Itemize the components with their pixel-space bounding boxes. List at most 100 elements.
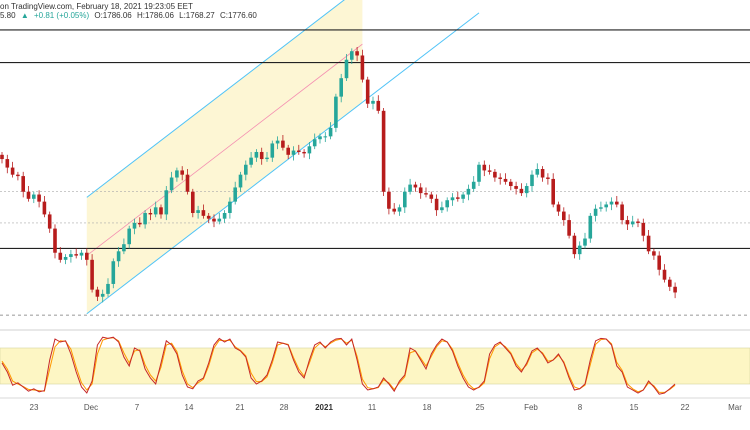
candle-body — [159, 207, 163, 215]
candle-body — [69, 254, 73, 257]
ohlc-prefix: 5.80 — [0, 11, 16, 20]
candle-body — [217, 218, 222, 222]
candle-body — [424, 193, 428, 195]
candles — [0, 46, 677, 303]
candle-body — [42, 201, 47, 215]
candle-body — [657, 255, 661, 270]
candle-body — [604, 204, 608, 208]
candle-body — [244, 164, 248, 175]
low-value: L:1768.27 — [179, 11, 215, 20]
candle-body — [74, 254, 78, 256]
candle-body — [0, 154, 4, 160]
candle-body — [583, 238, 587, 246]
candle-body — [5, 159, 10, 168]
candle-body — [249, 157, 253, 165]
change-value: +0.81 (+0.05%) — [33, 11, 90, 20]
candle-body — [344, 59, 349, 79]
candle-body — [487, 170, 492, 172]
candle-body — [32, 194, 36, 199]
candle-body — [588, 215, 593, 239]
candle-body — [185, 174, 190, 192]
candle-body — [254, 151, 259, 158]
candle-body — [201, 210, 206, 216]
candle-body — [641, 222, 646, 236]
candle-body — [408, 184, 412, 192]
candle-body — [259, 151, 264, 160]
candle-body — [222, 212, 227, 219]
candle-body — [175, 170, 179, 178]
candle-body — [138, 222, 142, 225]
time-tick-label: 15 — [630, 403, 639, 412]
candle-body — [630, 221, 635, 225]
candle-body — [668, 279, 672, 287]
candle-body — [593, 208, 598, 216]
candle-body — [95, 289, 100, 297]
oscillator-k-line — [1, 336, 676, 395]
candle-body — [371, 100, 375, 104]
candle-body — [556, 204, 561, 212]
candle-body — [238, 174, 243, 188]
candle-body — [546, 177, 550, 179]
candle-body — [646, 235, 651, 252]
candle-body — [53, 228, 57, 253]
candle-body — [609, 201, 614, 205]
candle-body — [334, 96, 338, 128]
candle-body — [265, 157, 269, 160]
candle-body — [397, 207, 402, 212]
candle-body — [47, 214, 52, 229]
candle-body — [477, 164, 481, 182]
candle-body — [524, 186, 529, 194]
candle-body — [307, 146, 312, 154]
candle-body — [106, 283, 110, 294]
time-tick-label: Dec — [84, 403, 98, 412]
candle-body — [275, 140, 280, 144]
candle-body — [461, 194, 465, 199]
candle-body — [509, 181, 513, 187]
candle-body — [233, 187, 237, 202]
candle-body — [482, 164, 487, 171]
candle-body — [418, 187, 423, 194]
price-channel — [86, 0, 480, 315]
candle-body — [153, 207, 158, 215]
channel-upper-line — [86, 0, 345, 198]
chart-header: on TradingView.com, February 18, 2021 19… — [0, 0, 750, 20]
horizontal-levels — [0, 29, 750, 316]
candle-body — [620, 204, 624, 221]
candle-body — [652, 251, 656, 256]
close-value: C:1776.60 — [219, 11, 257, 20]
candle-body — [196, 210, 200, 213]
candle-body — [514, 186, 518, 189]
candle-body — [328, 127, 333, 137]
candle-body — [281, 140, 285, 148]
candle-body — [318, 136, 322, 140]
candle-body — [16, 174, 20, 177]
candle-body — [615, 201, 619, 205]
candle-body — [530, 174, 534, 187]
up-triangle-icon: ▲ — [20, 11, 29, 20]
candle-body — [381, 110, 386, 192]
candle-body — [429, 194, 434, 199]
candle-body — [116, 251, 121, 262]
candle-body — [562, 211, 566, 221]
candle-body — [302, 151, 306, 154]
candle-body — [434, 198, 439, 211]
candle-body — [365, 79, 370, 104]
time-tick-label: Mar — [728, 403, 742, 412]
candle-body — [58, 252, 63, 260]
candle-body — [169, 177, 174, 191]
oscillator-band — [0, 347, 750, 385]
candle-body — [413, 184, 418, 188]
candle-body — [79, 252, 84, 256]
candle-body — [519, 188, 524, 194]
time-tick-label: 28 — [280, 403, 289, 412]
candle-body — [540, 169, 545, 178]
open-value: O:1786.06 — [94, 11, 132, 20]
candle-body — [286, 147, 290, 155]
candle-body — [63, 256, 68, 260]
candle-body — [403, 191, 407, 208]
candle-body — [599, 207, 603, 209]
time-tick-label: 11 — [368, 403, 377, 412]
candle-body — [662, 269, 667, 280]
candle-body — [100, 293, 105, 297]
